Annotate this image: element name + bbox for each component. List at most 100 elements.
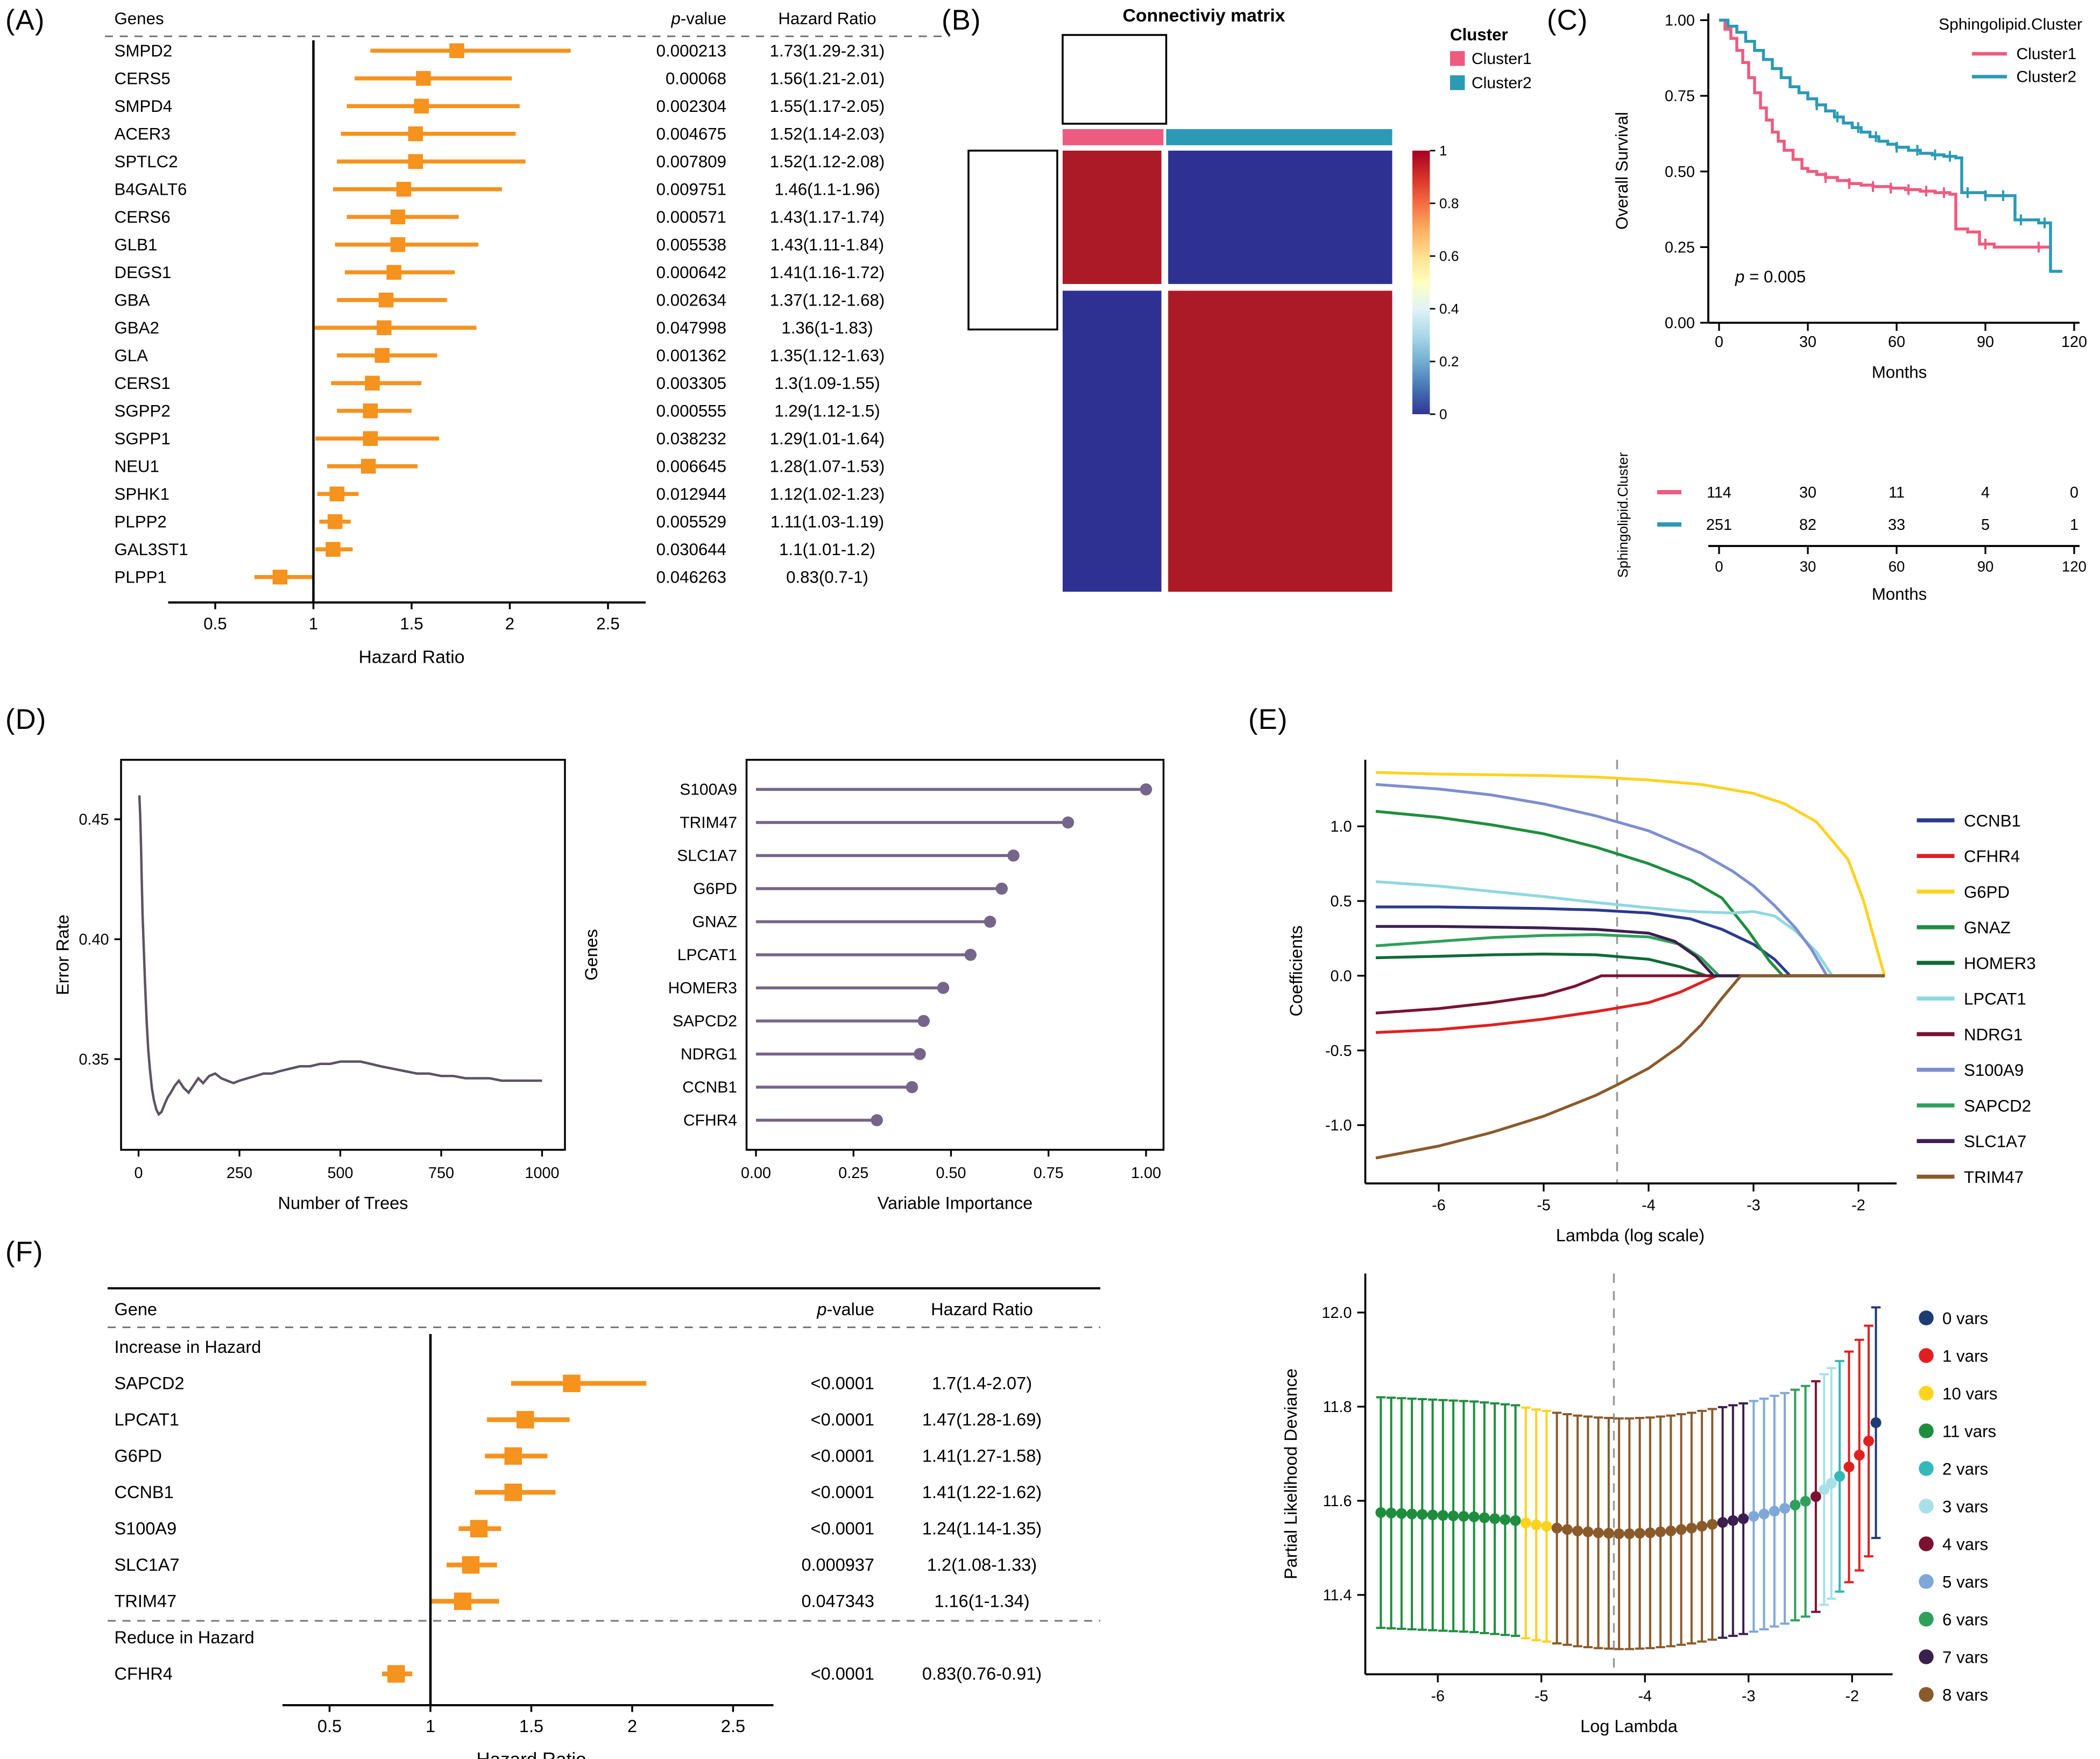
deviance-point: [1510, 1515, 1521, 1526]
vars-legend-label: 7 vars: [1942, 1648, 1988, 1666]
deviance-point: [1696, 1521, 1708, 1532]
section-header: Reduce in Hazard: [115, 1628, 254, 1647]
colorbar-tick-label: 0.4: [1439, 301, 1459, 317]
lasso-legend-label: NDRG1: [1964, 1025, 2023, 1044]
vars-legend-label: 11 vars: [1942, 1422, 1996, 1441]
gene-label: NDRG1: [681, 1046, 737, 1063]
row-hazard-ratio: 1.47(1.28-1.69): [922, 1410, 1042, 1429]
lollipop-dot: [871, 1114, 883, 1126]
vars-legend-dot: [1919, 1687, 1934, 1702]
deviance-point: [1427, 1509, 1438, 1521]
panel-b-label: (B): [942, 5, 981, 37]
risk-x-tick-label: 0: [1715, 558, 1723, 575]
row-hazard-ratio: 1.36(1-1.83): [781, 318, 873, 337]
x-axis-label: Months: [1872, 363, 1927, 382]
deviance-point: [1437, 1510, 1448, 1521]
deviance-point: [1769, 1506, 1780, 1517]
hr-marker: [377, 320, 392, 335]
deviance-point: [1614, 1528, 1625, 1540]
y-tick-label: 1.0: [1331, 818, 1352, 835]
vars-legend-label: 5 vars: [1942, 1572, 1988, 1591]
deviance-point: [1748, 1510, 1759, 1522]
risk-count: 11: [1889, 484, 1905, 501]
lollipop-dot: [984, 916, 996, 928]
row-hazard-ratio: 0.83(0.7-1): [786, 568, 868, 587]
row-gene-label: G6PD: [115, 1446, 162, 1466]
row-gene-label: GLA: [115, 346, 149, 365]
deviance-point: [1863, 1435, 1875, 1446]
row-gene-label: GBA2: [115, 318, 159, 337]
row-gene-label: SLC1A7: [115, 1555, 180, 1574]
cluster-legend-title: Cluster: [1450, 25, 1508, 44]
hr-marker: [504, 1484, 522, 1501]
col-header-hazard-ratio: Hazard Ratio: [931, 1300, 1033, 1319]
gene-label: G6PD: [693, 880, 737, 898]
x-tick-label: 0.50: [936, 1165, 966, 1182]
x-tick-label: 0: [1715, 334, 1723, 351]
coef-path-CCNB1: [1376, 905, 1885, 977]
x-tick-label: 0.5: [317, 1717, 342, 1736]
hr-marker: [363, 431, 378, 446]
row-hazard-ratio: 1.16(1-1.34): [934, 1592, 1029, 1611]
hr-marker: [454, 1592, 472, 1610]
row-pvalue: 0.030644: [656, 540, 726, 559]
risk-count: 1: [2070, 516, 2078, 534]
y-tick-label: 0.25: [1665, 239, 1695, 256]
deviance-point: [1603, 1528, 1614, 1539]
row-gene-label: LPCAT1: [115, 1410, 179, 1429]
plot-border: [120, 758, 566, 1151]
error-rate-line: [138, 795, 542, 1117]
lasso-legend-label: LPCAT1: [1964, 990, 2026, 1009]
coef-path-GNAZ: [1375, 810, 1885, 977]
vars-legend-dot: [1919, 1423, 1934, 1438]
deviance-point: [1448, 1510, 1459, 1521]
row-gene-label: CERS1: [115, 374, 171, 393]
row-hazard-ratio: 1.7(1.4-2.07): [932, 1374, 1032, 1393]
row-gene-label: CCNB1: [115, 1483, 174, 1502]
deviance-point: [1870, 1417, 1882, 1428]
row-gene-label: PLPP2: [115, 513, 167, 531]
x-tick-label: 2: [627, 1717, 637, 1736]
hr-marker: [563, 1374, 581, 1392]
x-tick-label: 0.5: [203, 614, 227, 633]
vars-legend-label: 1 vars: [1942, 1346, 1988, 1365]
deviance-point: [1665, 1526, 1677, 1536]
deviance-point: [1758, 1508, 1770, 1520]
vars-legend-label: 6 vars: [1942, 1610, 1988, 1629]
vars-legend-dot: [1919, 1461, 1934, 1476]
row-pvalue: 0.000571: [656, 208, 726, 226]
y-tick-label: 11.4: [1323, 1587, 1352, 1604]
x-axis-label: Variable Importance: [878, 1194, 1033, 1213]
col-header-pvalue: p-value: [816, 1300, 874, 1319]
lasso-legend-label: TRIM47: [1964, 1168, 2024, 1187]
row-gene-label: SMPD4: [115, 97, 173, 116]
row-gene-label: SMPD2: [115, 41, 173, 60]
x-tick-label: -6: [1431, 1688, 1445, 1705]
x-tick-label: 90: [1977, 334, 1994, 351]
deviance-point: [1468, 1511, 1480, 1522]
matrix-block-0-1: [1168, 151, 1392, 284]
gene-label: GNAZ: [692, 913, 737, 931]
deviance-point: [1561, 1524, 1573, 1535]
deviance-point: [1375, 1507, 1387, 1518]
row-gene-label: NEU1: [115, 457, 159, 476]
row-gene-label: SPTLC2: [115, 152, 178, 171]
coef-path-LPCAT1: [1375, 880, 1885, 977]
km-legend-title: Sphingolipid.Cluster: [1939, 16, 2082, 33]
hr-marker: [272, 570, 288, 585]
deviance-point: [1634, 1528, 1645, 1539]
col-header-hazard-ratio: Hazard Ratio: [778, 9, 876, 28]
row-gene-label: TRIM47: [115, 1592, 177, 1611]
row-gene-label: CFHR4: [115, 1664, 173, 1684]
deviance-point: [1551, 1522, 1562, 1534]
row-hazard-ratio: 1.52(1.12-2.08): [770, 152, 885, 171]
x-tick-label: 30: [1799, 334, 1816, 351]
matrix-block-1-0: [1063, 290, 1162, 592]
deviance-point: [1790, 1499, 1801, 1510]
x-axis-label: Hazard Ratio: [476, 1749, 586, 1759]
deviance-point: [1854, 1450, 1865, 1461]
lasso-legend-label: SAPCD2: [1964, 1096, 2031, 1115]
x-axis-label: Log Lambda: [1580, 1717, 1678, 1736]
vars-legend-dot: [1919, 1310, 1934, 1325]
row-hazard-ratio: 0.83(0.76-0.91): [922, 1664, 1042, 1684]
